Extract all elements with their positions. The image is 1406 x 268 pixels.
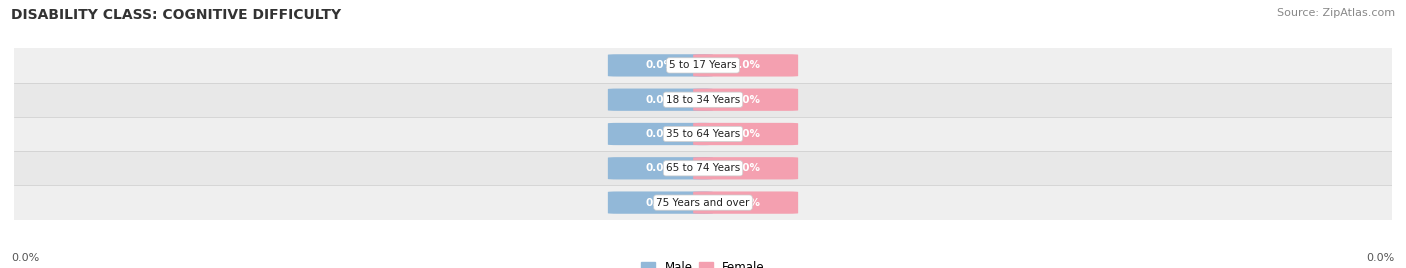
Bar (14, 83, 1392, 117)
Text: 0.0%: 0.0% (645, 163, 675, 173)
FancyBboxPatch shape (607, 157, 713, 180)
FancyBboxPatch shape (607, 191, 713, 214)
Text: 75 Years and over: 75 Years and over (657, 198, 749, 208)
Text: 0.0%: 0.0% (11, 253, 39, 263)
FancyBboxPatch shape (693, 123, 799, 145)
Text: 0.0%: 0.0% (645, 198, 675, 208)
FancyBboxPatch shape (693, 54, 799, 77)
Text: 5 to 17 Years: 5 to 17 Years (669, 60, 737, 70)
Text: Source: ZipAtlas.com: Source: ZipAtlas.com (1277, 8, 1395, 18)
FancyBboxPatch shape (607, 54, 713, 77)
Text: 0.0%: 0.0% (1367, 253, 1395, 263)
Bar (14, 185, 1392, 220)
FancyBboxPatch shape (693, 88, 799, 111)
Text: 0.0%: 0.0% (645, 129, 675, 139)
Text: 0.0%: 0.0% (731, 60, 761, 70)
Text: 35 to 64 Years: 35 to 64 Years (666, 129, 740, 139)
FancyBboxPatch shape (607, 88, 713, 111)
Bar (14, 117, 1392, 151)
Text: DISABILITY CLASS: COGNITIVE DIFFICULTY: DISABILITY CLASS: COGNITIVE DIFFICULTY (11, 8, 342, 22)
FancyBboxPatch shape (693, 157, 799, 180)
Text: 0.0%: 0.0% (731, 95, 761, 105)
FancyBboxPatch shape (607, 123, 713, 145)
Text: 0.0%: 0.0% (731, 163, 761, 173)
Legend: Male, Female: Male, Female (637, 256, 769, 268)
Bar (14, 48, 1392, 83)
Text: 65 to 74 Years: 65 to 74 Years (666, 163, 740, 173)
Text: 18 to 34 Years: 18 to 34 Years (666, 95, 740, 105)
Text: 0.0%: 0.0% (731, 129, 761, 139)
Text: 0.0%: 0.0% (731, 198, 761, 208)
Text: 0.0%: 0.0% (645, 95, 675, 105)
FancyBboxPatch shape (693, 191, 799, 214)
Text: 0.0%: 0.0% (645, 60, 675, 70)
Bar (14, 151, 1392, 185)
